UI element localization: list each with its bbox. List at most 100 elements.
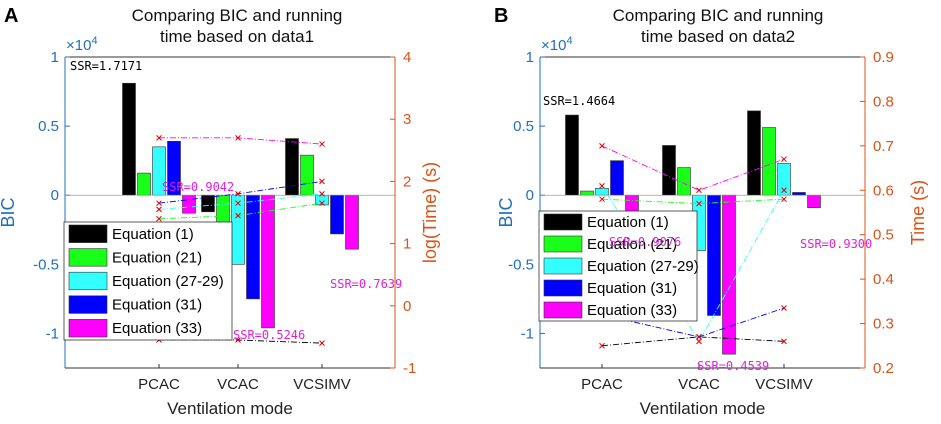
legend-label-b: Equation (33) <box>587 302 677 319</box>
bar-a <box>330 194 344 235</box>
legend-a: Equation (1) Equation (21) Equation (27-29… <box>63 221 233 341</box>
legend-swatch-a <box>68 295 108 314</box>
legend-label-a: Equation (33) <box>112 320 202 337</box>
y-axis-title-left-b: BIC <box>496 197 516 227</box>
chart-title-b-line1: Comparing BIC and running <box>613 6 824 25</box>
ssr-annotation-a: SSR=0.7639 <box>330 277 402 291</box>
ytick-label-left-a: -1 <box>46 325 59 342</box>
bar-b <box>722 194 736 355</box>
time-marker-a <box>235 135 241 141</box>
xtick-label-b: VCSIMV <box>755 376 813 393</box>
ytick-label-right-b: 0.6 <box>873 182 894 199</box>
time-marker-a <box>235 337 241 343</box>
xtick-label-a: PCAC <box>138 376 180 393</box>
ytick-label-right-a: 4 <box>403 49 411 66</box>
bar-b <box>580 190 594 196</box>
legend-swatch-b <box>543 279 583 297</box>
ssr-annotation-a: SSR=0.5246 <box>233 328 305 342</box>
legend-swatch-b <box>543 301 583 319</box>
time-marker-a <box>319 141 325 147</box>
panel-label-a: A <box>4 5 18 27</box>
legend-label-b: Equation (27-29) <box>587 258 699 275</box>
y-exponent-label-b: ×104 <box>541 35 573 54</box>
legend-label-a: Equation (1) <box>112 226 194 243</box>
time-marker-b <box>781 156 787 163</box>
time-line-b <box>601 145 785 191</box>
bar-a <box>300 154 314 196</box>
time-marker-b <box>696 187 702 194</box>
legend-swatch-a <box>68 319 108 338</box>
legend-b: Equation (1) Equation (21) Equation (27-29… <box>538 210 699 322</box>
time-marker-a <box>156 200 162 207</box>
ytick-label-left-a: 0.5 <box>38 118 59 135</box>
legend-swatch-b <box>543 213 583 231</box>
bar-b <box>625 194 639 213</box>
legend-swatch-a <box>68 224 108 243</box>
y-axis-title-right-a: log(Time) (s) <box>420 162 440 263</box>
ssr-annotation-b: SSR=0.9300 <box>800 237 872 251</box>
time-marker-a <box>235 190 241 197</box>
time-line-b <box>601 336 785 347</box>
ytick-label-right-a: 3 <box>403 111 411 128</box>
time-marker-b <box>599 143 605 149</box>
legend-label-a: Equation (31) <box>112 297 202 314</box>
ytick-label-right-b: 0.4 <box>873 271 894 288</box>
time-marker-b <box>696 334 702 340</box>
x-axis-title-b: Ventilation mode <box>640 399 766 418</box>
time-marker-b <box>781 305 787 311</box>
bar-b <box>707 194 721 316</box>
bar-b <box>807 194 821 208</box>
chart-title-a-line1: Comparing BIC and running <box>132 6 343 25</box>
panel-a: A Comparing BIC and running time based o… <box>0 5 440 418</box>
plot-area-b: -1 -0.5 0 0.5 1 0.2 0.3 0.4 0.5 0.6 0.7 0.8 0.9 ×104 B… <box>496 35 928 418</box>
legend-label-b: Equation (31) <box>587 280 677 297</box>
ytick-label-right-b: 0.3 <box>873 316 894 333</box>
ytick-label-right-a: 0 <box>403 298 411 315</box>
legend-label-a: Equation (21) <box>112 249 202 266</box>
time-marker-b <box>696 338 702 345</box>
time-line-b <box>601 185 785 343</box>
chart-title-a-line2: time based on data1 <box>160 27 314 46</box>
bar-a <box>261 194 275 329</box>
ytick-label-right-b: 0.7 <box>873 138 894 155</box>
ytick-label-right-b: 0.9 <box>873 49 894 66</box>
y-exponent-power-a: 4 <box>91 35 97 47</box>
ytick-label-left-b: 1 <box>526 49 534 66</box>
ssr-annotation-b: SSR=0.4539 <box>697 359 769 373</box>
chart-title-b-line2: time based on data2 <box>641 27 795 46</box>
time-marker-b <box>781 187 787 194</box>
bar-b <box>595 188 609 196</box>
bar-b <box>610 160 624 196</box>
ytick-label-left-a: 0 <box>51 187 59 204</box>
time-marker-b <box>599 342 605 349</box>
ytick-label-left-b: -0.5 <box>508 256 534 273</box>
legend-swatch-b <box>543 235 583 253</box>
bar-b <box>762 127 776 196</box>
time-marker-a <box>235 200 241 207</box>
bar-a <box>345 194 359 250</box>
bar-a <box>246 194 260 300</box>
legend-label-b: Equation (1) <box>587 214 669 231</box>
legend-label-a: Equation (27-29) <box>112 273 224 290</box>
time-marker-a <box>156 215 162 222</box>
time-marker-a <box>235 212 241 219</box>
bar-a <box>122 82 136 196</box>
legend-swatch-a <box>68 248 108 267</box>
bar-b <box>747 110 761 196</box>
ytick-label-left-a: -0.5 <box>33 256 59 273</box>
time-marker-b <box>599 182 605 189</box>
time-marker-a <box>319 340 325 346</box>
ssr-annotation-a: SSR=0.9042 <box>162 180 234 194</box>
bar-a <box>231 194 245 265</box>
ytick-label-left-b: 0 <box>526 187 534 204</box>
time-marker-b <box>696 200 702 207</box>
time-marker-a <box>319 200 325 207</box>
ssr-annotation-b: SSR=0.9076 <box>609 235 681 249</box>
y-axis-title-right-b: Time (s) <box>908 180 928 245</box>
y-axis-title-left-a: BIC <box>0 197 18 227</box>
time-marker-a <box>319 178 325 185</box>
y-exponent-power-b: 4 <box>566 35 572 47</box>
ytick-label-left-b: -1 <box>521 325 534 342</box>
time-marker-b <box>781 196 787 203</box>
